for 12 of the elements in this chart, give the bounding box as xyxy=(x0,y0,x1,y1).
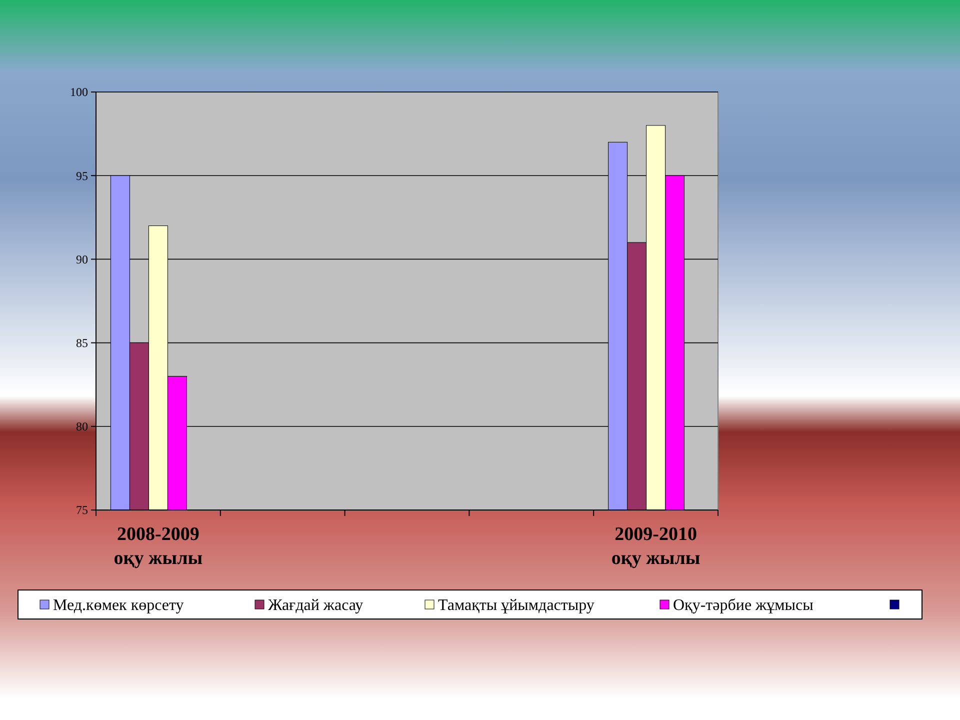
legend-label: Жағдай жасау xyxy=(268,597,364,614)
y-tick-label: 80 xyxy=(76,420,88,434)
y-tick-label: 85 xyxy=(76,336,88,350)
y-tick-label: 90 xyxy=(76,252,88,266)
y-tick-label: 100 xyxy=(70,85,88,100)
legend-label: Мед.көмек көрсету xyxy=(53,597,184,614)
legend-label: Тамақты ұйымдастыру xyxy=(438,597,594,614)
x-tick-label: 2008-2009 оқу жылы xyxy=(114,524,203,569)
x-tick-label: 2009-2010 оқу жылы xyxy=(611,524,700,569)
y-tick-label: 95 xyxy=(76,168,88,183)
legend-label: Оқу-тәрбие жұмысы xyxy=(673,597,814,614)
y-tick-label: 75 xyxy=(76,503,88,518)
